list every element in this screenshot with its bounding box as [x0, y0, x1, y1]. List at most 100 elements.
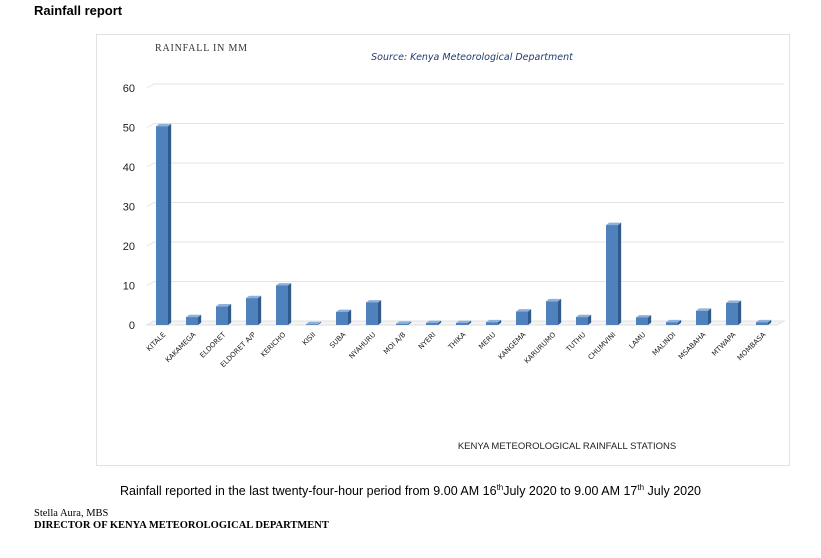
bar-side — [768, 319, 772, 325]
caption-middle: July 2020 to 9.00 AM 17 — [503, 484, 638, 499]
x-tick-label: MSABAHA — [677, 331, 708, 362]
bar-side — [228, 304, 232, 325]
x-tick-label: KANGEMA — [497, 331, 528, 362]
bar-moi-a-b — [396, 321, 412, 325]
x-tick-label: LAMU — [628, 331, 648, 351]
bar-top — [306, 321, 322, 325]
bar-front — [456, 323, 468, 325]
bar-mombasa — [756, 319, 772, 325]
bar-kakamega — [186, 314, 202, 325]
bar-front — [576, 317, 588, 325]
gridline-side — [146, 162, 155, 168]
bar-top — [216, 304, 232, 307]
bar-top — [186, 314, 202, 318]
x-tick-label: SUBA — [328, 331, 347, 350]
bar-side — [738, 300, 742, 325]
chart-source: Source: Kenya Meteorological Department — [371, 52, 574, 63]
bar-front — [426, 323, 438, 325]
bar-side — [438, 320, 442, 325]
bar-mtwapa — [726, 300, 742, 325]
bar-nyeri — [426, 320, 442, 325]
bar-top — [516, 309, 532, 312]
bar-top — [546, 298, 562, 302]
x-tick-label: KAKAMEGA — [164, 331, 198, 365]
caption-sup-2: th — [637, 483, 645, 492]
bar-front — [756, 322, 768, 325]
bar-nyahuru — [366, 300, 382, 325]
y-tick-label: 40 — [123, 162, 135, 174]
bar-front — [636, 317, 648, 325]
bar-kitale — [156, 123, 172, 325]
x-tick-label: KISII — [301, 331, 317, 347]
bar-side — [258, 295, 262, 325]
bar-eldoret-a-p — [246, 295, 262, 325]
gridline-side — [146, 123, 155, 128]
bar-side — [168, 123, 172, 325]
bar-side — [198, 314, 202, 325]
bar-top — [276, 283, 292, 286]
bar-side — [618, 222, 622, 325]
bar-front — [366, 302, 378, 325]
x-tick-label: NYAHURU — [348, 331, 378, 361]
x-tick-label: ELDORET — [199, 330, 228, 359]
x-tick-label: THIKA — [446, 331, 467, 352]
x-tick-label: MTWAPA — [710, 331, 737, 358]
x-tick-label: MOMBASA — [736, 331, 768, 363]
bar-side — [708, 308, 712, 325]
signatory-name: Stella Aura, MBS — [34, 508, 109, 519]
bar-front — [246, 298, 258, 325]
bar-top — [636, 315, 652, 318]
bar-msabaha — [696, 308, 712, 325]
bar-side — [678, 319, 682, 325]
bar-front — [666, 322, 678, 325]
bar-side — [468, 320, 472, 325]
bar-front — [546, 301, 558, 325]
bar-front — [336, 311, 348, 325]
x-tick-label: TUTHU — [564, 331, 587, 354]
bar-top — [396, 321, 412, 324]
chart-frame: RAINFALL IN MM Source: Kenya Meteorologi… — [96, 34, 790, 466]
bar-top — [456, 320, 472, 324]
bar-malindi — [666, 319, 682, 325]
bar-side — [588, 314, 592, 325]
bar-top — [606, 222, 622, 226]
bar-top — [666, 319, 682, 323]
bar-front — [216, 306, 228, 325]
report-title: Rainfall report — [34, 3, 123, 18]
y-tick-label: 60 — [123, 83, 135, 95]
bar-side — [408, 321, 412, 325]
y-tick-label: 20 — [123, 241, 135, 253]
caption-suffix: July 2020 — [644, 484, 702, 499]
bar-meru — [486, 319, 502, 325]
bar-front — [396, 323, 408, 325]
bar-front — [186, 317, 198, 325]
bar-kangema — [516, 309, 532, 325]
y-tick-label: 0 — [129, 320, 135, 332]
bar-eldoret — [216, 304, 232, 325]
bar-top — [366, 300, 382, 303]
x-tick-label: KERICHO — [259, 330, 287, 358]
y-tick-label: 10 — [123, 281, 135, 293]
bar-kisii — [306, 321, 322, 325]
bar-lamu — [636, 315, 652, 325]
caption-prefix: Rainfall reported in the last twenty-fou… — [119, 484, 497, 499]
bar-front — [726, 302, 738, 325]
x-tick-label: KITALE — [145, 331, 167, 353]
signatory-title: DIRECTOR OF KENYA METEOROLOGICAL DEPARTM… — [34, 520, 329, 531]
chart-caption: Rainfall reported in the last twenty-fou… — [0, 483, 821, 498]
bar-top — [696, 308, 712, 311]
x-axis-title: KENYA METEOROLOGICAL RAINFALL STATIONS — [458, 441, 676, 452]
bar-top — [726, 300, 742, 303]
x-tick-label: MOI A/B — [382, 331, 407, 356]
bar-top — [336, 309, 352, 312]
bar-thika — [456, 320, 472, 325]
gridline-side — [146, 83, 155, 89]
bar-top — [486, 319, 502, 323]
x-tick-label: CHUMVINI — [587, 331, 618, 362]
gridline-side — [146, 241, 155, 247]
bar-side — [558, 298, 562, 325]
bar-kericho — [276, 283, 292, 325]
bar-front — [156, 126, 168, 325]
bar-side — [378, 300, 382, 325]
bar-front — [696, 310, 708, 325]
